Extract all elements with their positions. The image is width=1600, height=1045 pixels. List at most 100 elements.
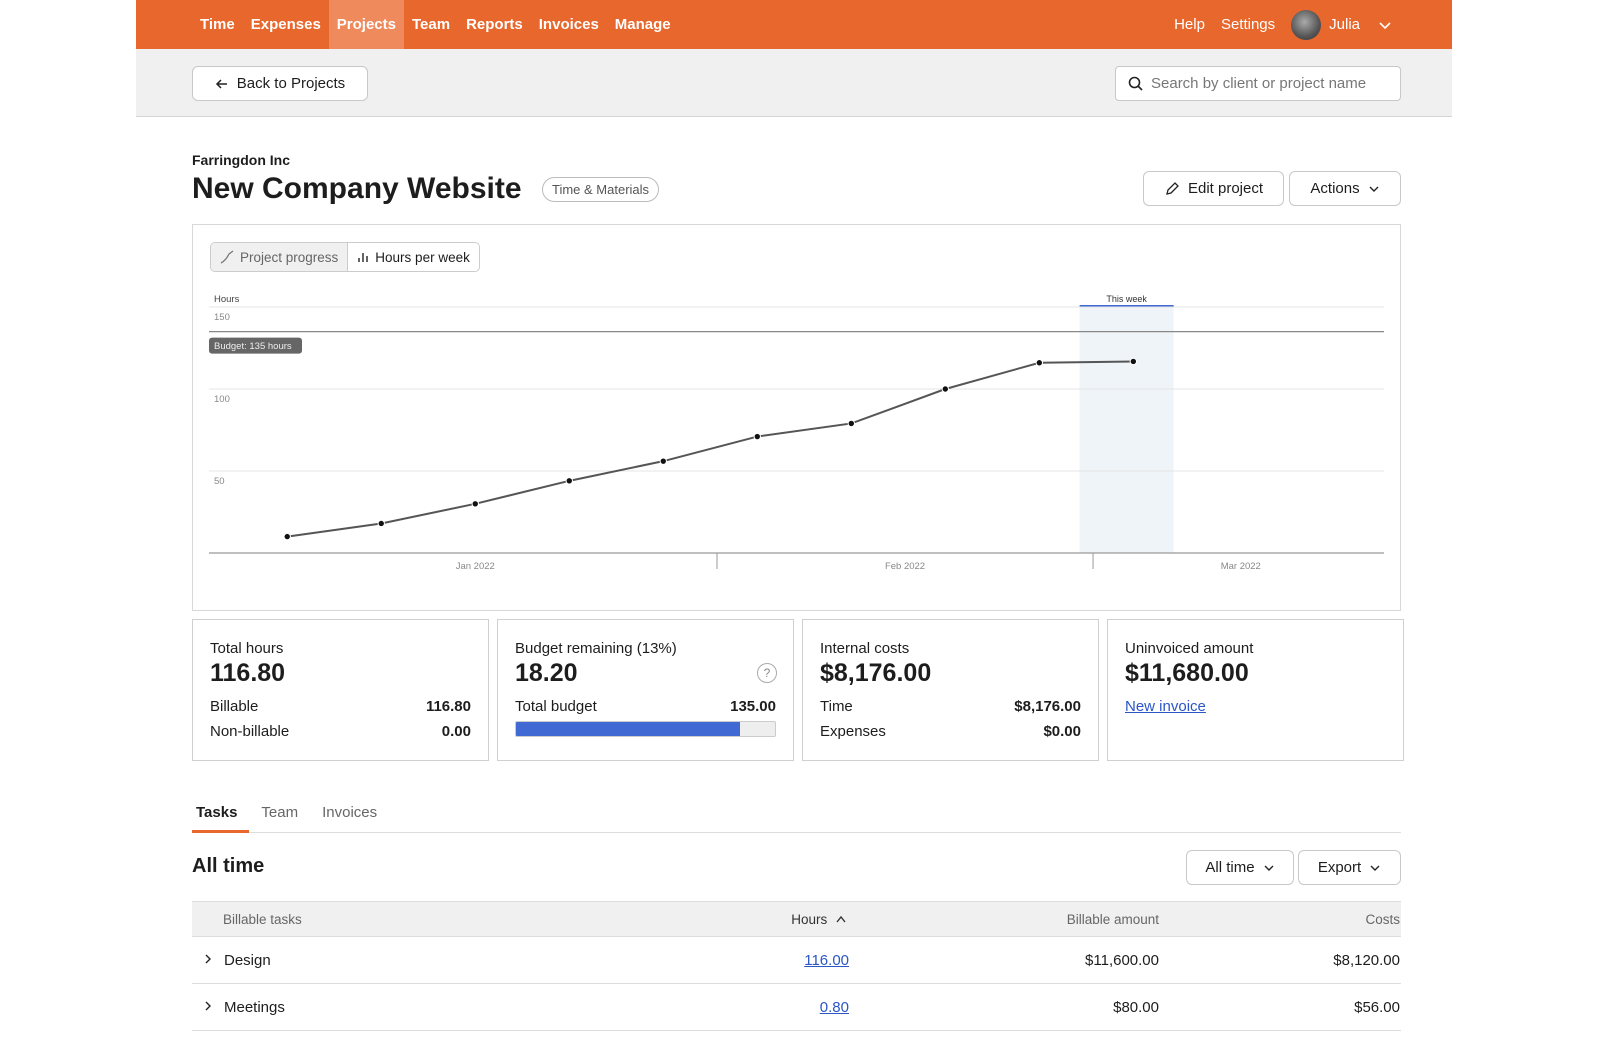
nonbillable-label: Non-billable <box>210 723 290 740</box>
col-billable-amount[interactable]: Billable amount <box>875 901 1160 937</box>
detail-tabs: Tasks Team Invoices <box>192 800 1401 833</box>
top-nav: Time Expenses Projects Team Reports Invo… <box>136 0 1452 49</box>
nav-invoices[interactable]: Invoices <box>538 16 599 33</box>
data-point <box>847 419 855 428</box>
line-chart-icon <box>220 250 234 264</box>
card-value: $11,680.00 <box>1125 659 1249 687</box>
budget-label: Budget: 135 hours <box>214 341 292 352</box>
hours-header-label: Hours <box>791 911 828 927</box>
col-tasks[interactable]: Billable tasks <box>192 901 675 937</box>
user-menu[interactable]: Julia <box>1291 9 1392 40</box>
total-hours-card: Total hours 116.80 Billable 116.80 Non-bi… <box>192 619 489 761</box>
col-hours[interactable]: Hours <box>675 901 875 937</box>
hours-per-week-tab[interactable]: Hours per week <box>348 243 479 271</box>
task-amount: $11,600.00 <box>875 936 1160 984</box>
nav-team[interactable]: Team <box>412 16 451 33</box>
data-point <box>471 500 479 508</box>
chevron-down-icon <box>1264 865 1274 871</box>
arrow-left-icon <box>215 78 227 89</box>
chevron-down-icon <box>1370 865 1380 871</box>
time-label: Time <box>820 698 853 715</box>
tab-invoices[interactable]: Invoices <box>322 804 378 821</box>
budget-card: Budget remaining (13%) 18.20 ? Total bud… <box>497 619 794 761</box>
nav-expenses[interactable]: Expenses <box>250 16 321 33</box>
data-point <box>283 532 291 541</box>
task-name: Meetings <box>224 998 285 1016</box>
card-label: Budget remaining (13%) <box>515 640 677 657</box>
hours-per-week-label: Hours per week <box>375 249 470 265</box>
budget-badge <box>209 337 302 354</box>
actions-button[interactable]: Actions <box>1289 171 1401 206</box>
internal-costs-card: Internal costs $8,176.00 Time $8,176.00 E… <box>802 619 1099 761</box>
nav-reports[interactable]: Reports <box>466 16 523 33</box>
card-value: $8,176.00 <box>820 659 932 687</box>
uninvoiced-card: Uninvoiced amount $11,680.00 New invoice <box>1107 619 1404 761</box>
time-range-dropdown[interactable]: All time <box>1186 850 1294 885</box>
task-costs: $8,120.00 <box>1160 936 1401 984</box>
user-name: Julia <box>1329 16 1360 33</box>
project-progress-label: Project progress <box>240 249 339 265</box>
nav-manage[interactable]: Manage <box>614 16 671 33</box>
sort-up-icon <box>836 915 846 922</box>
task-amount: $80.00 <box>875 983 1160 1031</box>
tab-team[interactable]: Team <box>261 804 299 821</box>
data-point <box>1129 357 1138 366</box>
back-to-projects-button[interactable]: Back to Projects <box>192 66 368 101</box>
chevron-right-icon[interactable] <box>202 1000 214 1012</box>
nav-settings[interactable]: Settings <box>1220 16 1276 33</box>
x-tick-label: Mar 2022 <box>1221 561 1261 572</box>
edit-project-button[interactable]: Edit project <box>1143 171 1284 206</box>
project-progress-tab[interactable]: Project progress <box>211 243 349 271</box>
pencil-icon <box>1166 181 1179 195</box>
card-label: Total hours <box>210 640 284 657</box>
this-week-band <box>1079 306 1174 553</box>
data-point <box>941 385 950 393</box>
y-tick-label: 50 <box>214 476 225 487</box>
task-hours-link[interactable]: 0.80 <box>819 998 849 1016</box>
nav-time[interactable]: Time <box>200 16 235 33</box>
billable-value: 116.80 <box>425 698 471 715</box>
search-icon <box>1128 76 1143 91</box>
sub-bar: Back to Projects <box>136 49 1452 117</box>
table-row[interactable]: Design 116.00 $11,600.00 $8,120.00 <box>192 936 1401 984</box>
progress-line <box>287 360 1134 538</box>
chevron-down-icon <box>1369 186 1379 192</box>
this-week-label: This week <box>1106 294 1147 304</box>
search-field[interactable] <box>1115 66 1401 101</box>
tab-tasks[interactable]: Tasks <box>192 800 250 833</box>
section-title: All time <box>192 855 265 877</box>
table-row[interactable]: Meetings 0.80 $80.00 $56.00 <box>192 983 1401 1031</box>
col-costs[interactable]: Costs <box>1160 901 1401 937</box>
new-invoice-link[interactable]: New invoice <box>1125 698 1206 715</box>
project-type-badge: Time & Materials <box>542 177 660 202</box>
expenses-label: Expenses <box>820 723 886 740</box>
back-label: Back to Projects <box>236 75 346 92</box>
export-dropdown[interactable]: Export <box>1298 850 1401 885</box>
y-tick-label: 100 <box>214 394 230 405</box>
chevron-down-icon <box>1379 21 1391 29</box>
help-icon[interactable]: ? <box>757 663 777 683</box>
total-budget-value: 135.00 <box>730 698 776 715</box>
billable-label: Billable <box>210 698 259 715</box>
card-value: 116.80 <box>210 659 286 687</box>
nav-projects[interactable]: Projects <box>328 0 404 49</box>
task-hours-link[interactable]: 116.00 <box>804 951 849 969</box>
progress-chart: This week 50 100 150 Hours Budget: 135 hours J… <box>209 294 1384 572</box>
avatar <box>1291 9 1322 40</box>
budget-progress-fill <box>516 722 741 736</box>
summary-cards: Total hours 116.80 Billable 116.80 Non-bi… <box>192 619 1404 761</box>
data-point <box>565 477 573 485</box>
time-value: $8,176.00 <box>1014 698 1081 715</box>
search-input[interactable] <box>1151 75 1391 92</box>
app: Time Expenses Projects Team Reports Invo… <box>136 0 1452 1045</box>
actions-label: Actions <box>1310 180 1360 197</box>
chevron-right-icon[interactable] <box>202 953 214 965</box>
y-axis-label: Hours <box>214 294 240 305</box>
export-label: Export <box>1317 859 1362 876</box>
x-tick-label: Jan 2022 <box>456 561 495 572</box>
expenses-value: $0.00 <box>1043 723 1081 740</box>
nav-help[interactable]: Help <box>1174 16 1205 33</box>
tasks-table: Billable tasks Hours Billable amount Cos… <box>192 901 1401 1031</box>
data-point <box>377 519 385 528</box>
budget-progress-bar <box>515 721 776 737</box>
